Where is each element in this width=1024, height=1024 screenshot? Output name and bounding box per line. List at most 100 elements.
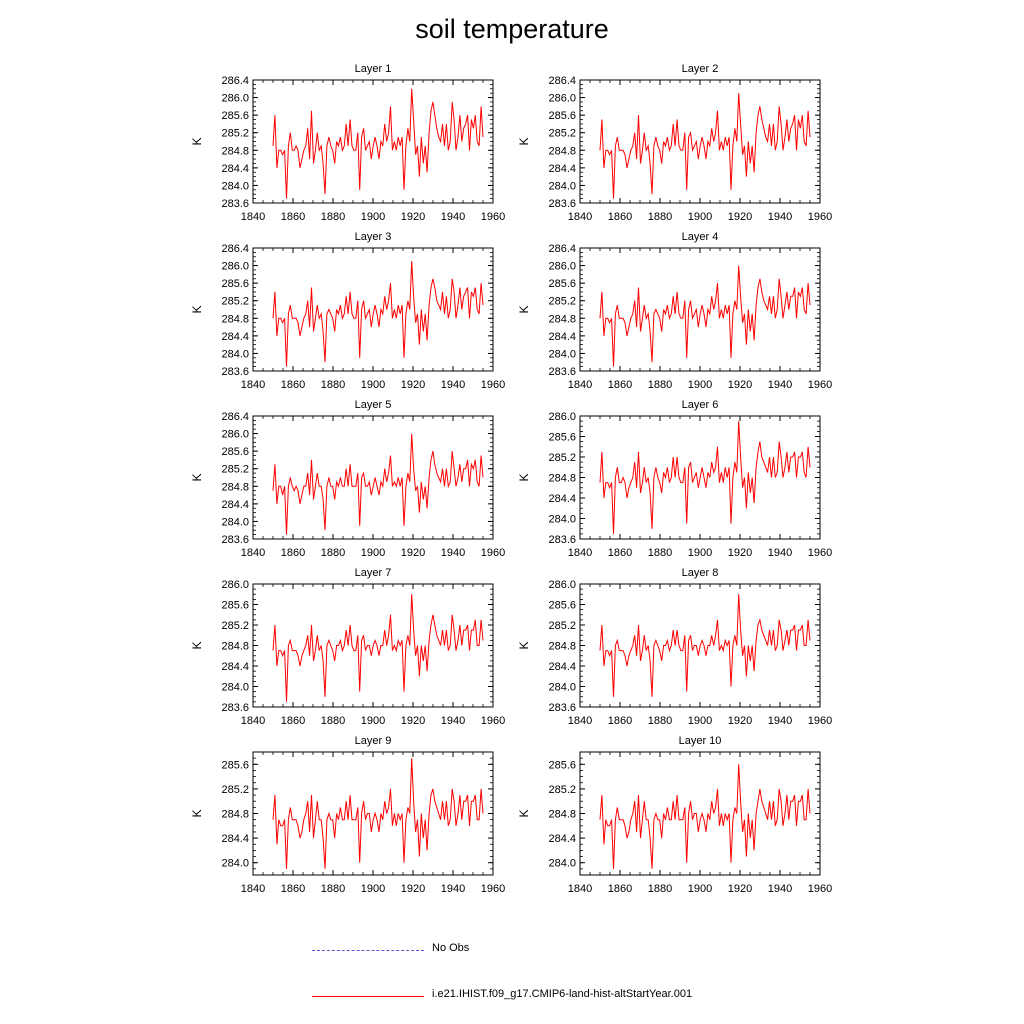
y-tick-label: 284.4 [548,331,576,343]
y-tick-label: 283.6 [548,702,576,714]
y-tick-label: 284.0 [548,514,576,526]
x-tick-label: 1940 [441,547,465,559]
y-axis-label: K [517,137,531,145]
y-tick-label: 286.4 [221,411,249,423]
x-tick-label: 1860 [608,547,632,559]
x-tick-label: 1960 [808,883,832,895]
y-tick-label: 286.0 [221,429,249,441]
x-tick-label: 1940 [441,715,465,727]
x-tick-label: 1940 [768,715,792,727]
x-tick-label: 1960 [481,379,505,391]
x-tick-label: 1860 [608,883,632,895]
y-tick-label: 284.8 [548,145,576,157]
x-tick-label: 1840 [241,379,265,391]
y-tick-label: 284.0 [221,858,249,870]
y-tick-label: 284.8 [548,809,576,821]
y-tick-label: 285.6 [548,759,576,771]
y-tick-label: 286.0 [221,579,249,591]
x-tick-label: 1860 [608,379,632,391]
x-tick-label: 1860 [608,211,632,223]
panel-title: Layer 2 [682,63,719,75]
x-tick-label: 1940 [768,379,792,391]
y-tick-label: 285.6 [548,600,576,612]
y-tick-label: 284.0 [548,858,576,870]
series-line [599,93,811,199]
x-tick-label: 1840 [241,883,265,895]
y-tick-label: 285.6 [221,446,249,458]
x-tick-label: 1840 [568,379,592,391]
y-axis-label: K [517,305,531,313]
x-tick-label: 1920 [728,547,752,559]
x-tick-label: 1920 [401,883,425,895]
panel-title: Layer 1 [355,63,392,75]
chart-panel-10: Layer 10 284.0 284.4 284.8 285.2 285.6 1840 186… [517,735,832,895]
y-tick-label: 285.2 [221,296,249,308]
x-tick-label: 1880 [321,883,345,895]
x-tick-label: 1920 [401,211,425,223]
panel-title: Layer 8 [682,567,719,579]
y-tick-label: 284.0 [221,348,249,360]
chart-panel-5: Layer 5 283.6 284.0 284.4 284.8 285.2 285.6 286… [190,399,505,559]
y-tick-label: 284.0 [548,348,576,360]
chart-panel-4: Layer 4 283.6 284.0 284.4 284.8 285.2 285.6 286… [517,231,832,391]
y-tick-label: 286.0 [221,93,249,105]
x-tick-label: 1960 [481,883,505,895]
y-tick-label: 286.4 [548,243,576,255]
x-tick-label: 1900 [688,883,712,895]
y-tick-label: 284.4 [548,833,576,845]
y-axis-label: K [190,473,204,481]
y-tick-label: 285.2 [548,128,576,140]
y-axis-label: K [190,641,204,649]
x-tick-label: 1940 [768,883,792,895]
y-tick-label: 284.8 [221,481,249,493]
x-tick-label: 1940 [768,547,792,559]
x-tick-label: 1920 [728,379,752,391]
x-tick-label: 1960 [808,379,832,391]
y-tick-label: 284.4 [548,661,576,673]
y-axis-label: K [517,809,531,817]
x-tick-label: 1940 [441,379,465,391]
x-tick-label: 1920 [728,211,752,223]
series-line [599,421,811,534]
x-tick-label: 1960 [808,715,832,727]
series-line [272,594,484,702]
y-tick-label: 285.6 [548,110,576,122]
y-tick-label: 284.8 [548,473,576,485]
x-tick-label: 1840 [568,547,592,559]
y-tick-label: 284.0 [221,180,249,192]
y-tick-label: 285.6 [221,110,249,122]
y-tick-label: 285.6 [548,278,576,290]
x-tick-label: 1840 [241,547,265,559]
y-tick-label: 284.4 [548,493,576,505]
y-tick-label: 284.8 [221,313,249,325]
chart-panel-3: Layer 3 283.6 284.0 284.4 284.8 285.2 285.6 286… [190,231,505,391]
x-tick-label: 1900 [688,379,712,391]
x-tick-label: 1900 [361,379,385,391]
y-tick-label: 284.0 [548,682,576,694]
x-tick-label: 1900 [688,547,712,559]
chart-panel-6: Layer 6 283.6 284.0 284.4 284.8 285.2 285.6 286… [517,399,832,559]
x-tick-label: 1920 [401,547,425,559]
x-tick-label: 1920 [728,715,752,727]
chart-panel-9: Layer 9 284.0 284.4 284.8 285.2 285.6 1840 1860… [190,735,505,895]
x-tick-label: 1920 [401,715,425,727]
x-tick-label: 1880 [648,547,672,559]
x-tick-label: 1860 [281,715,305,727]
chart-panel-7: Layer 7 283.6 284.0 284.4 284.8 285.2 285.6 286… [190,567,505,727]
y-axis-label: K [190,809,204,817]
y-tick-label: 284.8 [221,809,249,821]
y-tick-label: 285.2 [221,784,249,796]
series-line [272,758,484,869]
x-tick-label: 1880 [648,715,672,727]
x-tick-label: 1900 [361,211,385,223]
x-tick-label: 1900 [361,715,385,727]
y-axis-label: K [517,473,531,481]
y-tick-label: 285.6 [221,278,249,290]
panel-title: Layer 3 [355,231,392,243]
y-tick-label: 284.4 [221,499,249,511]
x-tick-label: 1880 [648,379,672,391]
x-tick-label: 1960 [481,211,505,223]
legend-label-model-run: i.e21.IHIST.f09_g17.CMIP6-land-hist-altS… [432,988,693,1000]
y-tick-label: 284.0 [221,516,249,528]
plot-frame [252,415,494,540]
